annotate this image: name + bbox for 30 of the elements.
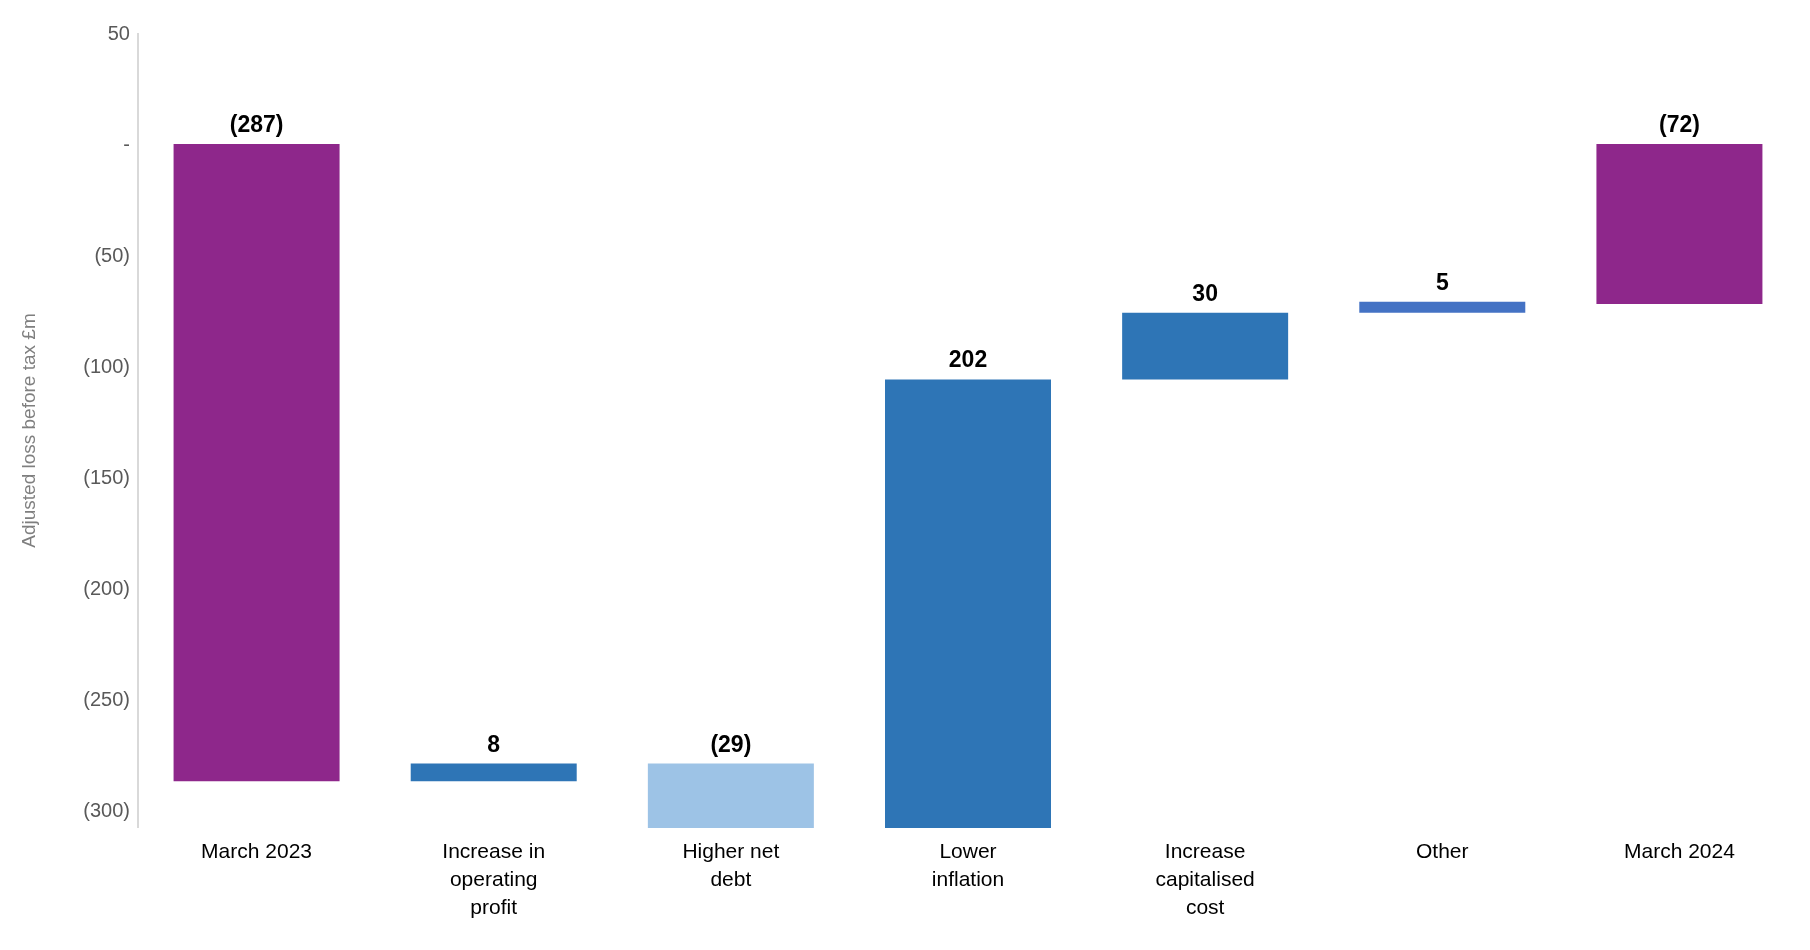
x-tick-label: Increase in operating profit bbox=[442, 839, 546, 918]
y-tick-label: (50) bbox=[94, 244, 130, 267]
x-tick-label: Higher net debt bbox=[682, 839, 780, 890]
y-tick-label: - bbox=[123, 133, 130, 156]
bar bbox=[410, 763, 577, 782]
bar bbox=[885, 379, 1051, 828]
data-label: (29) bbox=[710, 730, 752, 757]
y-tick-label: (300) bbox=[83, 799, 130, 822]
bar bbox=[1359, 301, 1526, 313]
bar bbox=[173, 144, 340, 782]
data-label: (287) bbox=[229, 111, 284, 138]
x-tick-label: Increase capitalised cost bbox=[1155, 839, 1255, 918]
y-axis-title: Adjusted loss before tax £m bbox=[17, 313, 39, 548]
y-tick-label: (100) bbox=[83, 355, 130, 378]
y-tick-label: 50 bbox=[107, 22, 130, 45]
x-tick-label: March 2023 bbox=[201, 839, 313, 862]
x-tick-label: Lower inflation bbox=[931, 839, 1005, 890]
data-label: 8 bbox=[487, 730, 501, 757]
y-tick-label: (200) bbox=[83, 577, 130, 600]
data-label: 30 bbox=[1192, 279, 1218, 306]
x-tick-label: Other bbox=[1416, 839, 1469, 862]
x-tick-label: March 2024 bbox=[1623, 839, 1736, 862]
bar bbox=[647, 763, 814, 828]
bar bbox=[1596, 144, 1763, 304]
bar bbox=[1122, 312, 1289, 380]
data-label: 202 bbox=[948, 346, 988, 373]
y-tick-label: (150) bbox=[83, 466, 130, 489]
data-label: 5 bbox=[1435, 268, 1449, 295]
y-tick-label: (250) bbox=[83, 688, 130, 711]
data-label: (72) bbox=[1658, 111, 1700, 138]
